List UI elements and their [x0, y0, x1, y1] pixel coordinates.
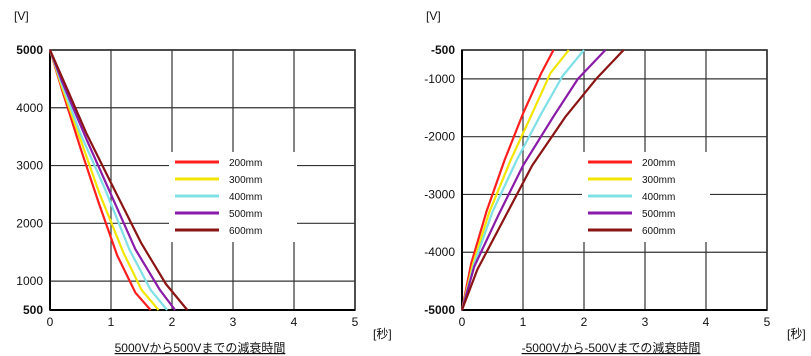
legend: 200mm 300mm 400mm 500mm 600mm: [582, 152, 710, 242]
legend-label: 600mm: [229, 226, 262, 237]
x-tick-label: 1: [108, 315, 115, 329]
x-tick-label: 5: [352, 315, 359, 329]
x-tick-label: 2: [169, 315, 176, 329]
x-tick-label: 0: [47, 315, 54, 329]
x-tick-label: 3: [642, 315, 649, 329]
y-unit-label: [V]: [14, 9, 29, 23]
legend-label: 200mm: [642, 158, 675, 169]
y-tick-label: 2000: [16, 216, 43, 230]
y-tick-label: -3000: [424, 187, 455, 201]
legend-label: 500mm: [229, 209, 262, 220]
chart-right: [V] [秒] -5000Vから-500Vまでの減衰時間 -500 -1000 -2…: [424, 9, 805, 355]
series-line-200mm: [460, 49, 555, 311]
legend-label: 200mm: [229, 158, 262, 169]
legend-label: 600mm: [642, 226, 675, 237]
series-line-600mm: [48, 49, 189, 311]
y-unit-label: [V]: [426, 9, 441, 23]
x-tick-label: 5: [764, 315, 771, 329]
series-line-300mm: [460, 49, 570, 311]
x-tick-label: 0: [459, 315, 466, 329]
y-tick-label: 1000: [16, 274, 43, 288]
series-line-400mm: [48, 49, 168, 311]
chart-left: [V] [秒] 5000Vから500Vまでの減衰時間 5000400030002…: [14, 9, 392, 355]
x-tick-label: 2: [581, 315, 588, 329]
legend-label: 400mm: [229, 192, 262, 203]
series-line-400mm: [460, 49, 585, 311]
legend: 200mm 300mm 400mm 500mm 600mm: [169, 152, 297, 242]
x-tick-label: 3: [230, 315, 237, 329]
series-line-600mm: [460, 49, 625, 311]
series-line-500mm: [48, 49, 176, 311]
y-tick-label: 500: [23, 303, 43, 317]
series-line-500mm: [460, 49, 607, 311]
legend-label: 300mm: [642, 175, 675, 186]
y-tick-label: 3000: [16, 159, 43, 173]
chart-caption: -5000Vから-500Vまでの減衰時間: [522, 340, 701, 355]
y-tick-label: -500: [431, 43, 455, 57]
x-tick-label: 1: [520, 315, 527, 329]
x-tick-label: 4: [291, 315, 298, 329]
x-tick-label: 4: [703, 315, 710, 329]
x-unit-label: [秒]: [373, 327, 392, 341]
x-unit-label: [秒]: [787, 327, 806, 341]
legend-label: 300mm: [229, 175, 262, 186]
y-tick-label: -4000: [424, 245, 455, 259]
chart-caption: 5000Vから500Vまでの減衰時間: [115, 340, 286, 355]
y-tick-label: -1000: [424, 72, 455, 86]
y-tick-label: -5000: [424, 303, 455, 317]
y-tick-label: 4000: [16, 101, 43, 115]
legend-label: 500mm: [642, 209, 675, 220]
y-tick-label: -2000: [424, 130, 455, 144]
legend-label: 400mm: [642, 192, 675, 203]
y-tick-label: 5000: [16, 43, 43, 57]
